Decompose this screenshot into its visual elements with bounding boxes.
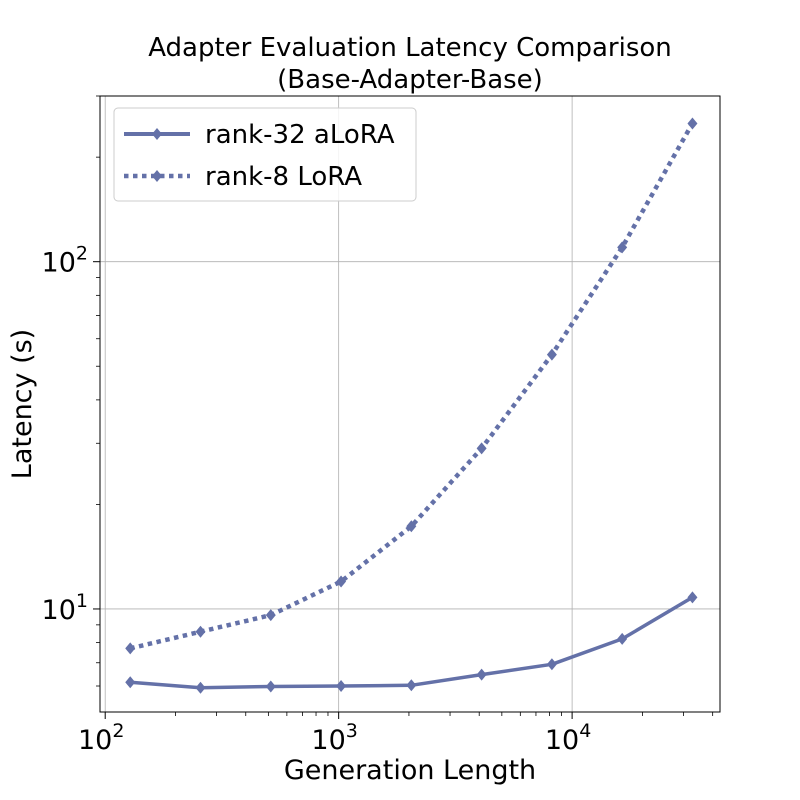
chart-title-line1: Adapter Evaluation Latency Comparison bbox=[148, 33, 672, 63]
data-point bbox=[336, 680, 347, 693]
data-point bbox=[687, 117, 698, 130]
plot-area-frame bbox=[99, 95, 721, 713]
data-point bbox=[687, 591, 698, 604]
chart-subtitle: (Base-Adapter-Base) bbox=[277, 65, 543, 95]
legend-entry-1: rank-32 aLoRA bbox=[124, 120, 395, 150]
data-point bbox=[617, 241, 628, 254]
data-point bbox=[546, 658, 557, 671]
y-tick-label: 102 bbox=[42, 243, 88, 279]
legend-marker-diamond bbox=[152, 128, 162, 140]
x-tick-label: 103 bbox=[311, 720, 357, 756]
legend-entry-2: rank-8 LoRA bbox=[124, 162, 362, 192]
x-tick-label: 104 bbox=[545, 720, 591, 756]
y-axis-label: Latency (s) bbox=[7, 329, 38, 479]
series-line bbox=[129, 122, 695, 651]
legend: rank-32 aLoRA rank-8 LoRA bbox=[113, 107, 417, 202]
data-point bbox=[476, 442, 487, 455]
axis-ticks: 102 103 104 101 102 bbox=[42, 95, 714, 756]
data-point bbox=[406, 679, 417, 692]
data-point bbox=[617, 632, 628, 645]
data-point bbox=[125, 676, 136, 689]
chart-title: Adapter Evaluation Latency Comparison (B… bbox=[148, 33, 672, 95]
data-point bbox=[406, 520, 417, 533]
legend-label-2: rank-8 LoRA bbox=[205, 162, 362, 192]
series-2 bbox=[125, 117, 698, 655]
data-point bbox=[265, 609, 276, 622]
data-point bbox=[546, 348, 557, 361]
x-tick-label: 102 bbox=[78, 720, 124, 756]
y-tick-label: 101 bbox=[42, 590, 88, 626]
data-point bbox=[265, 680, 276, 693]
x-axis-label: Generation Length bbox=[284, 755, 536, 786]
data-point bbox=[476, 668, 487, 681]
data-point bbox=[195, 681, 206, 694]
series-1 bbox=[125, 591, 698, 694]
legend-label-1: rank-32 aLoRA bbox=[205, 120, 395, 150]
data-point bbox=[125, 642, 136, 655]
series-line bbox=[130, 595, 694, 690]
legend-marker-diamond bbox=[152, 170, 162, 182]
data-point bbox=[336, 575, 347, 588]
series-lines bbox=[125, 117, 698, 694]
data-point bbox=[195, 625, 206, 638]
